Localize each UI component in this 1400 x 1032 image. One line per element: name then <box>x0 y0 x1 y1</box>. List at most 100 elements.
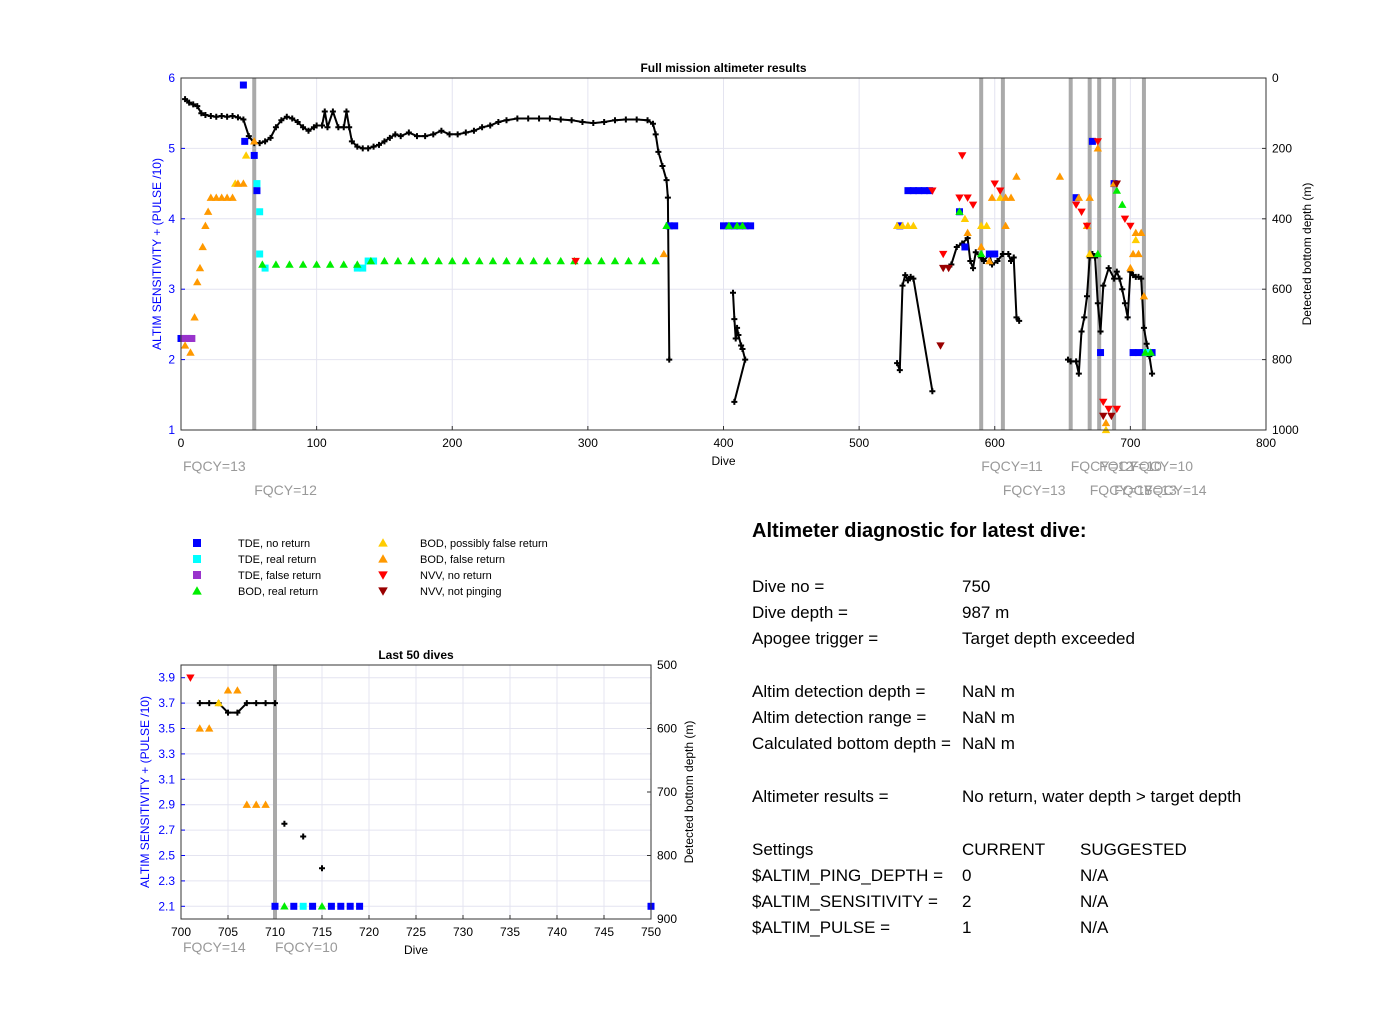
bottom-depth-point <box>196 700 203 707</box>
x-tick-label: 720 <box>359 925 379 939</box>
bottom-depth-point <box>234 114 241 121</box>
y-tick-label: 2.9 <box>158 798 175 812</box>
bottom-depth-point <box>479 124 486 131</box>
series-marker <box>1074 193 1084 201</box>
chart-last-50-dives: 700 705 710 715 720 725 730 735 740 745 750 2.1 2.3 2… <box>138 648 696 957</box>
y-tick-label: 3.1 <box>158 772 175 786</box>
series-marker <box>359 264 367 272</box>
bottom-depth-point <box>1081 314 1088 321</box>
bottom-depth-point <box>335 124 342 131</box>
bottom-depth-point <box>652 131 659 138</box>
bottom-depth-point <box>386 134 393 141</box>
legend-marker <box>378 571 388 580</box>
series-marker <box>253 180 261 188</box>
legend-marker <box>193 555 201 563</box>
bottom-depth-point <box>1067 358 1074 365</box>
y2-axis-label: Detected bottom depth (m) <box>1300 183 1314 326</box>
bottom-depth-point <box>622 116 629 123</box>
legend-label: BOD, real return <box>238 586 318 598</box>
series-marker <box>955 194 964 202</box>
bottom-depth-point <box>300 833 307 840</box>
bottom-depth-point <box>262 700 269 707</box>
bottom-depth-point <box>294 119 301 125</box>
series-marker <box>515 256 525 265</box>
series-marker <box>982 221 991 229</box>
plot-frame <box>180 664 652 920</box>
diagnostic-label: $ALTIM_PULSE = <box>752 918 891 937</box>
bottom-depth-point <box>229 113 236 120</box>
series-marker <box>963 194 972 202</box>
chart-full-mission-altimeter-results: 0 100 200 300 400 500 600 700 800 1 2 3 4 5 6 0 200 400 60… <box>150 61 1314 498</box>
bottom-depth-point <box>601 119 608 125</box>
bottom-depth-point <box>557 116 564 123</box>
series-marker <box>960 214 970 222</box>
series-marker <box>195 724 204 732</box>
series-marker <box>903 221 913 229</box>
diagnostic-label: Altimeter results = <box>752 787 889 806</box>
diagnostic-label: Dive depth = <box>752 603 848 622</box>
bottom-depth-point <box>190 101 197 108</box>
series-marker <box>339 260 348 268</box>
bottom-depth-point <box>1073 358 1080 365</box>
series-marker <box>1135 349 1143 357</box>
y-tick-label: 3 <box>168 282 175 296</box>
legend-marker <box>378 538 388 547</box>
bottom-depth-point <box>438 127 445 134</box>
series-marker <box>724 221 734 229</box>
y-tick-label: 3.7 <box>158 696 175 710</box>
bottom-depth-point <box>953 243 960 250</box>
fqcy-label: FQCY=14 <box>1144 482 1207 498</box>
x-tick-label: 300 <box>578 436 598 450</box>
series-marker <box>896 222 904 230</box>
series-marker <box>214 698 223 707</box>
bottom-depth-point <box>1121 300 1128 307</box>
bottom-depth-point <box>731 316 738 323</box>
series-marker <box>502 256 511 265</box>
series-marker <box>241 137 249 145</box>
bottom-depth-point <box>1143 340 1150 347</box>
series-marker <box>610 256 620 265</box>
series-marker <box>1134 249 1143 258</box>
series-marker <box>995 187 1005 195</box>
bottom-depth-point <box>644 117 651 124</box>
series-marker <box>662 221 671 229</box>
series-marker <box>990 180 999 188</box>
bottom-depth-point <box>340 124 347 131</box>
bottom-depth-point <box>470 127 477 134</box>
series-marker <box>256 208 264 216</box>
series-marker <box>327 902 335 910</box>
diagnostic-value: NaN m <box>962 708 1015 727</box>
bottom-depth-point <box>240 116 247 123</box>
series-marker <box>995 193 1005 201</box>
series-marker <box>1112 405 1122 414</box>
series-marker <box>239 179 248 187</box>
series-marker <box>188 334 196 342</box>
y2-axis-label: Detected bottom depth (m) <box>682 721 696 864</box>
legend-label: BOD, false return <box>420 554 505 566</box>
fqcy-label: FQCY=11 <box>981 458 1043 474</box>
series-marker <box>597 256 606 265</box>
fqcy-label: FQCY=14 <box>183 939 246 955</box>
bottom-depth-point <box>365 145 372 152</box>
series-marker <box>738 221 747 229</box>
series-marker <box>920 187 928 195</box>
series-marker <box>1120 215 1130 223</box>
fqcy-label: FQCY=12 <box>1071 458 1134 474</box>
bottom-depth-point <box>329 108 336 115</box>
bottom-depth-point <box>732 335 739 342</box>
series-marker <box>393 256 403 265</box>
series-marker <box>1085 249 1094 258</box>
diagnostic-title: Altimeter diagnostic for latest dive: <box>752 520 1087 542</box>
series-marker <box>1118 200 1127 208</box>
series-marker <box>261 264 269 272</box>
x-tick-label: 200 <box>442 436 462 450</box>
bottom-depth-point <box>218 113 225 120</box>
bottom-depth-point <box>735 331 742 338</box>
bottom-depth-point <box>272 124 279 131</box>
series-marker <box>961 243 969 251</box>
series-marker <box>1112 186 1122 194</box>
series-marker <box>212 193 221 201</box>
bottom-depth-point <box>612 117 618 124</box>
series-marker <box>370 257 378 265</box>
x-tick-label: 400 <box>713 436 733 450</box>
